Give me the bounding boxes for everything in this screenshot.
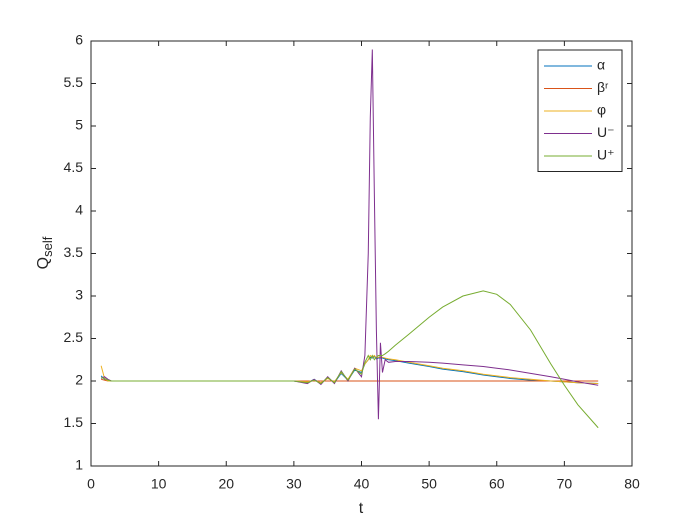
x-tick-label: 0 — [87, 476, 95, 492]
plot-frame — [90, 40, 633, 467]
y-tick-label: 6 — [75, 32, 83, 48]
x-tick-label: 80 — [624, 476, 640, 492]
x-tick-label: 20 — [218, 476, 234, 492]
y-tick-label: 1 — [75, 457, 83, 473]
y-axis-label: Qself — [35, 236, 55, 269]
y-tick-label: 5 — [75, 117, 83, 133]
x-tick-label: 70 — [557, 476, 573, 492]
y-tick-label: 4 — [75, 202, 83, 218]
x-tick-label: 50 — [421, 476, 437, 492]
y-tick-label: 3.5 — [64, 244, 84, 260]
y-tick-label: 4.5 — [64, 159, 84, 175]
y-tick-label: 3 — [75, 287, 83, 303]
y-label-subscript: self — [40, 236, 55, 257]
legend-label: U⁻ — [597, 124, 615, 140]
series-line — [101, 290, 599, 429]
y-tick-label: 5.5 — [64, 74, 84, 90]
y-tick-label: 2 — [75, 372, 83, 388]
x-tick-label: 30 — [286, 476, 302, 492]
legend-label: U⁺ — [597, 147, 615, 163]
legend-label: φ — [597, 102, 606, 118]
x-tick-label: 10 — [151, 476, 167, 492]
y-label-base: Q — [35, 257, 52, 269]
y-tick-label: 1.5 — [64, 414, 84, 430]
legend-label: α — [597, 57, 605, 73]
y-tick-label: 2.5 — [64, 329, 84, 345]
x-axis-label: t — [359, 500, 364, 517]
legend-label: βʳ — [597, 79, 609, 95]
x-tick-label: 60 — [489, 476, 505, 492]
x-tick-label: 40 — [354, 476, 370, 492]
